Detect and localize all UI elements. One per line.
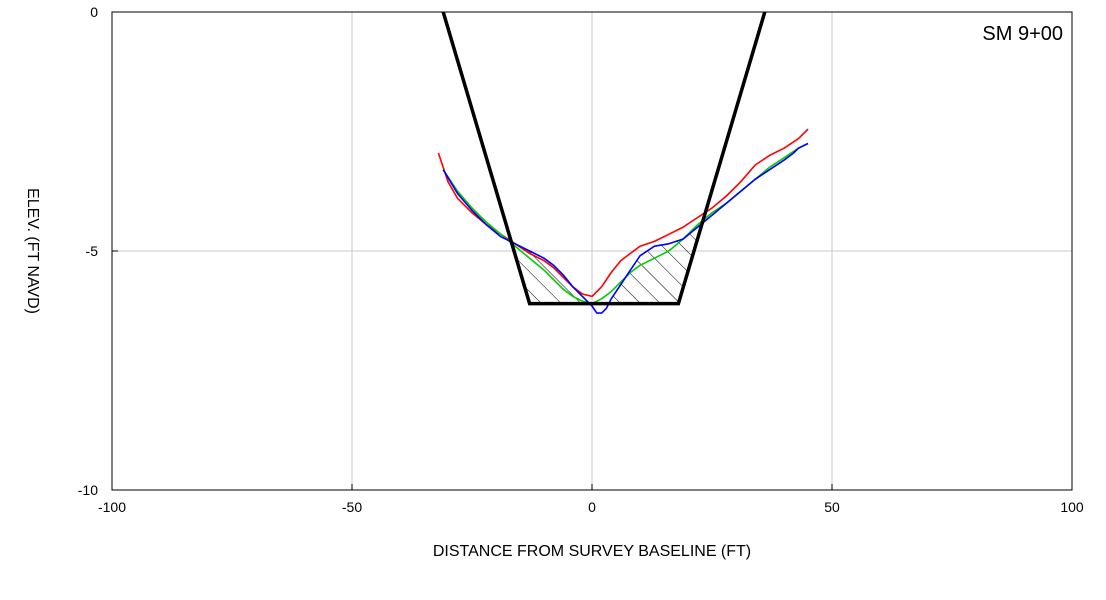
- x-tick-label: 0: [588, 499, 596, 515]
- grid-lines: [112, 12, 1072, 490]
- y-tick-label: -5: [86, 243, 99, 259]
- section-label: SM 9+00: [982, 23, 1063, 45]
- hatched-area: [512, 225, 700, 304]
- x-axis-title: DISTANCE FROM SURVEY BASELINE (FT): [433, 543, 751, 560]
- hatch-fill: [512, 225, 700, 304]
- axis-ticks: -100 -50 0 50 100 0 -5 -10: [78, 4, 1084, 515]
- y-tick-label: 0: [90, 4, 98, 20]
- survey-profile-line: [442, 142, 809, 314]
- y-axis-title: ELEV. (FT NAVD): [24, 188, 41, 314]
- x-tick-label: -50: [342, 499, 362, 515]
- x-tick-label: -100: [98, 499, 126, 515]
- x-tick-label: 50: [824, 499, 840, 515]
- template-line: [441, 11, 767, 306]
- y-tick-label: -10: [78, 482, 98, 498]
- channel-template: [441, 11, 767, 306]
- x-tick-label: 100: [1060, 499, 1084, 515]
